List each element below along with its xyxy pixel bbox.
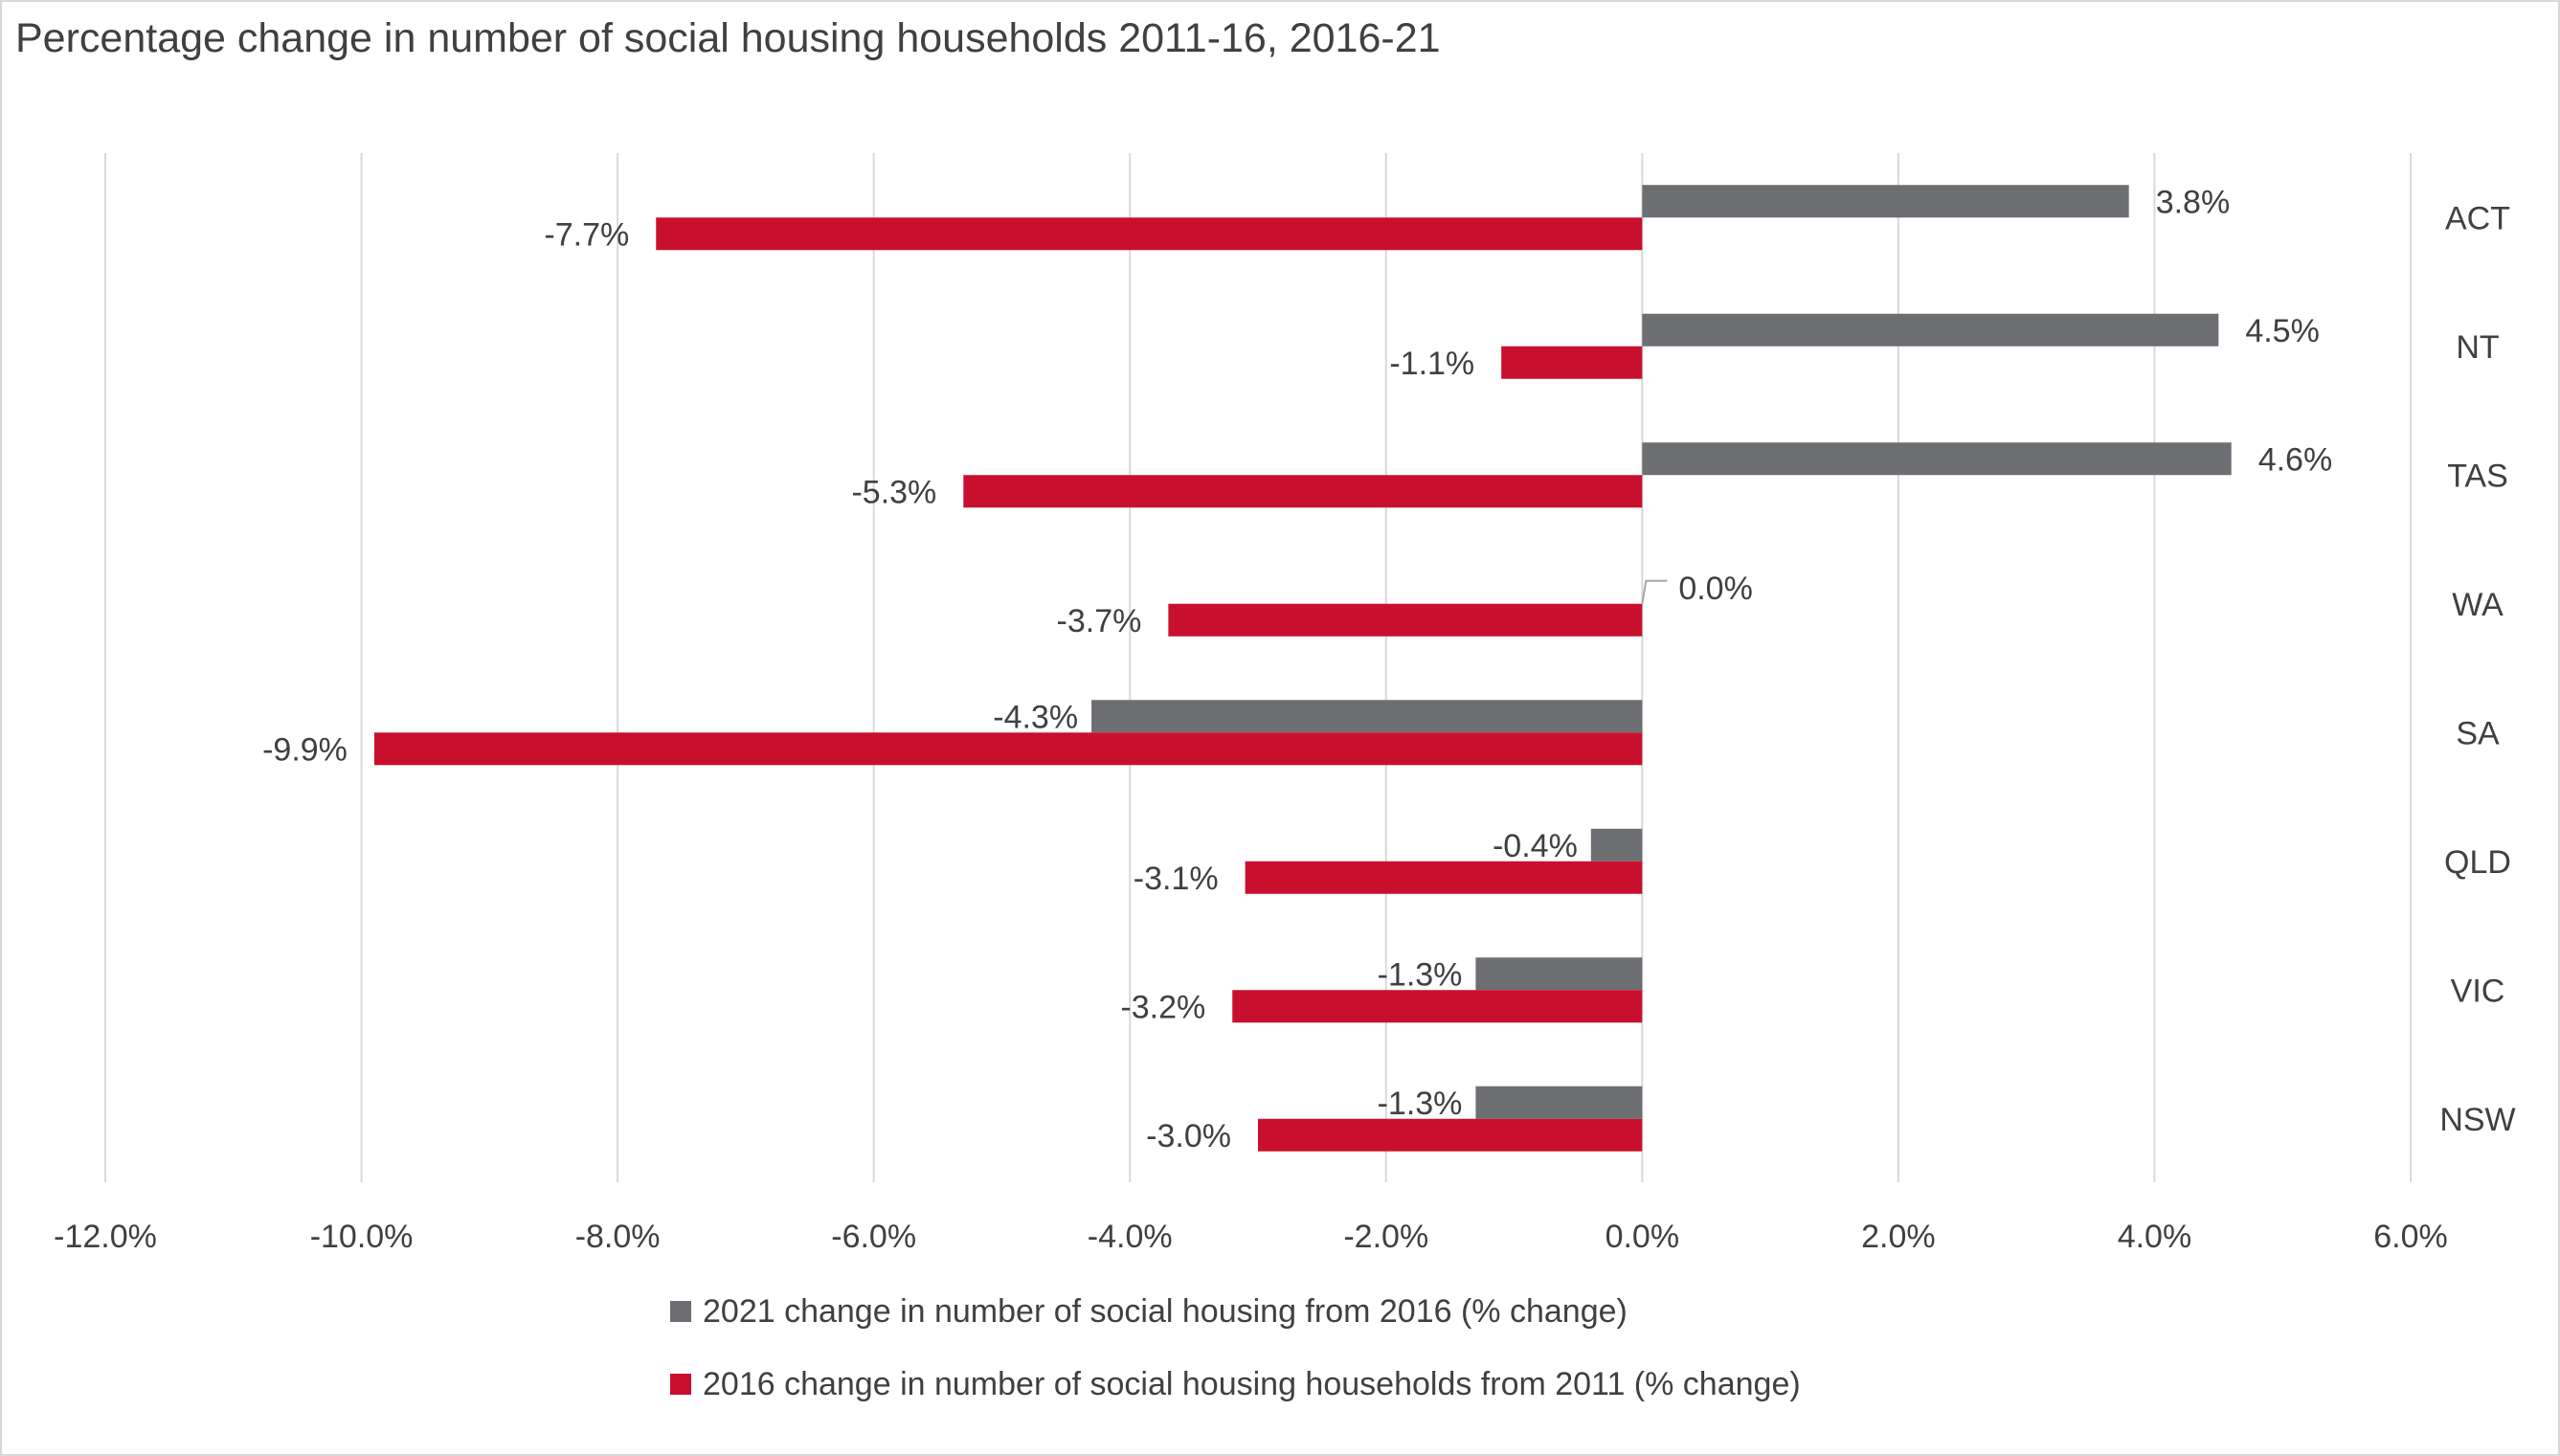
data-label: 3.8% [2156,184,2231,220]
legend-swatch-2016 [670,1374,691,1395]
data-label: -3.2% [1120,989,1205,1025]
bar [1475,1086,1643,1119]
bar [1232,990,1643,1023]
bar [1168,603,1643,637]
chart-title: Percentage change in number of social ho… [15,15,1441,61]
bar [1475,957,1643,991]
x-tick-label: 4.0% [2118,1219,2192,1255]
x-tick-label: -6.0% [831,1219,916,1255]
category-label: NSW [2439,1102,2515,1138]
category-labels: ACT NT TAS WA SA QLD VIC NSW [2439,200,2515,1138]
x-tick-label: -4.0% [1088,1219,1173,1255]
bar [1091,700,1643,733]
data-label: -4.3% [993,699,1078,735]
bar [1590,828,1643,862]
data-label: -9.9% [262,731,348,768]
category-label: WA [2452,587,2504,623]
x-tick-label: -2.0% [1343,1219,1428,1255]
data-label: 0.0% [1678,571,1753,607]
legend-label-2021: 2021 change in number of social housing … [703,1292,1628,1330]
data-label: -1.1% [1389,346,1474,382]
bar [1245,861,1643,894]
category-label: TAS [2447,458,2508,494]
data-label: -0.4% [1493,828,1578,864]
legend-item-2016: 2016 change in number of social housing … [670,1365,1801,1403]
legend: 2021 change in number of social housing … [670,1292,1801,1438]
data-label: -7.7% [544,216,629,253]
legend-label-2016: 2016 change in number of social housing … [703,1365,1801,1402]
bar [1501,346,1643,379]
bar [1258,1118,1643,1152]
bar [1642,313,2219,347]
x-tick-label: -10.0% [310,1219,414,1255]
bar [1642,442,2232,476]
bar [1642,185,2129,218]
data-label: -5.3% [851,474,936,510]
data-label: 4.6% [2258,441,2333,478]
x-tick-label: -12.0% [54,1219,157,1255]
bar [373,732,1643,766]
x-tick-label: 6.0% [2373,1219,2448,1255]
data-label-leader [1641,579,1668,604]
x-tick-label: 0.0% [1606,1219,1680,1255]
category-label: VIC [2451,973,2505,1009]
x-axis-tick-labels: -12.0% -10.0% -8.0% -6.0% -4.0% -2.0% 0.0% 2.0%… [54,1219,2448,1255]
legend-item-2021: 2021 change in number of social housing … [670,1292,1801,1331]
data-label: -3.0% [1146,1118,1231,1154]
data-labels: 3.8% -7.7% 4.5% -1.1% 4.6% -5.3% 0.0% -3.7% -4.3… [262,184,2332,1154]
data-label: -1.3% [1378,1086,1463,1122]
category-label: QLD [2444,844,2511,881]
data-label: -1.3% [1378,956,1463,993]
category-label: ACT [2445,200,2510,236]
x-tick-label: 2.0% [1861,1219,1936,1255]
x-tick-label: -8.0% [575,1219,661,1255]
data-label: -3.7% [1057,603,1142,639]
data-label: -3.1% [1134,861,1219,897]
category-label: NT [2456,329,2499,366]
bar [656,217,1643,251]
category-label: SA [2456,715,2500,751]
legend-swatch-2021 [670,1301,691,1322]
bar [963,475,1643,508]
data-label: 4.5% [2245,313,2320,349]
bars [373,185,2232,1152]
gridlines [104,153,2412,1182]
